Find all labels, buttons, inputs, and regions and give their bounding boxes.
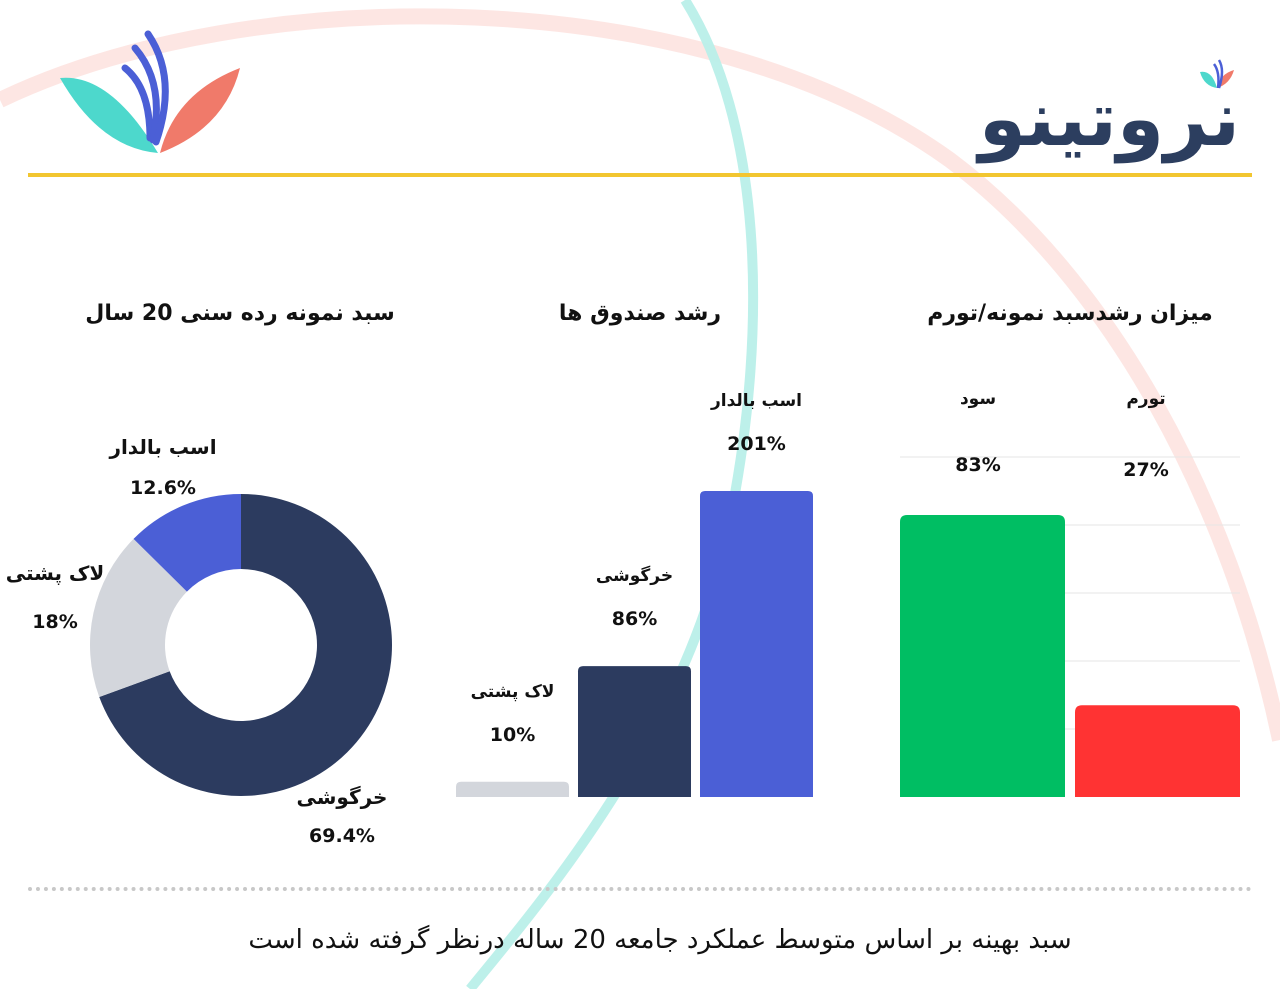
bar-category-label: تورم [1126, 389, 1165, 409]
bar-value-label: 86% [612, 608, 657, 630]
bar [700, 491, 813, 797]
chart-title-growth-vs-inflation: میزان رشدسبد نمونه/تورم [927, 301, 1213, 326]
bar [1075, 705, 1240, 797]
bar-value-label: 27% [1123, 459, 1168, 481]
donut-slice-value: 69.4% [309, 825, 375, 847]
bar [456, 781, 569, 797]
bar-value-label: 10% [490, 724, 535, 746]
footer-note: سبد بهینه بر اساس متوسط عملکرد جامعه 20 … [248, 925, 1072, 955]
donut-slice-name: خرگوشی [297, 785, 388, 809]
brand-logo-icon [60, 30, 240, 153]
bar-category-label: سود [960, 389, 996, 409]
bar-category-label: اسب بالدار [710, 391, 802, 411]
header-divider [28, 173, 1252, 177]
bar-category-label: لاک پشتی [471, 682, 555, 702]
chart-title-portfolio: سبد نمونه رده سنی 20 سال [85, 301, 395, 326]
donut-slice-value: 12.6% [130, 477, 196, 499]
donut-slice [133, 494, 241, 592]
donut-slice [90, 538, 187, 698]
bar-value-label: 83% [955, 454, 1000, 476]
bar [900, 515, 1065, 797]
bar-value-label: 201% [727, 433, 786, 455]
donut-slice-name: اسب بالدار [108, 435, 216, 459]
brand-wordmark: نروتینو [978, 74, 1240, 163]
donut-slice-value: 18% [32, 611, 77, 633]
wordmark-leaf-icon [1200, 59, 1234, 89]
footer-divider [28, 887, 1252, 891]
donut-slice-name: لاک پشتی [6, 561, 105, 586]
chart-title-fund-growth: رشد صندوق ها [558, 301, 722, 326]
bar [578, 666, 691, 797]
bar-category-label: خرگوشی [596, 565, 673, 586]
donut-slice [99, 494, 393, 796]
